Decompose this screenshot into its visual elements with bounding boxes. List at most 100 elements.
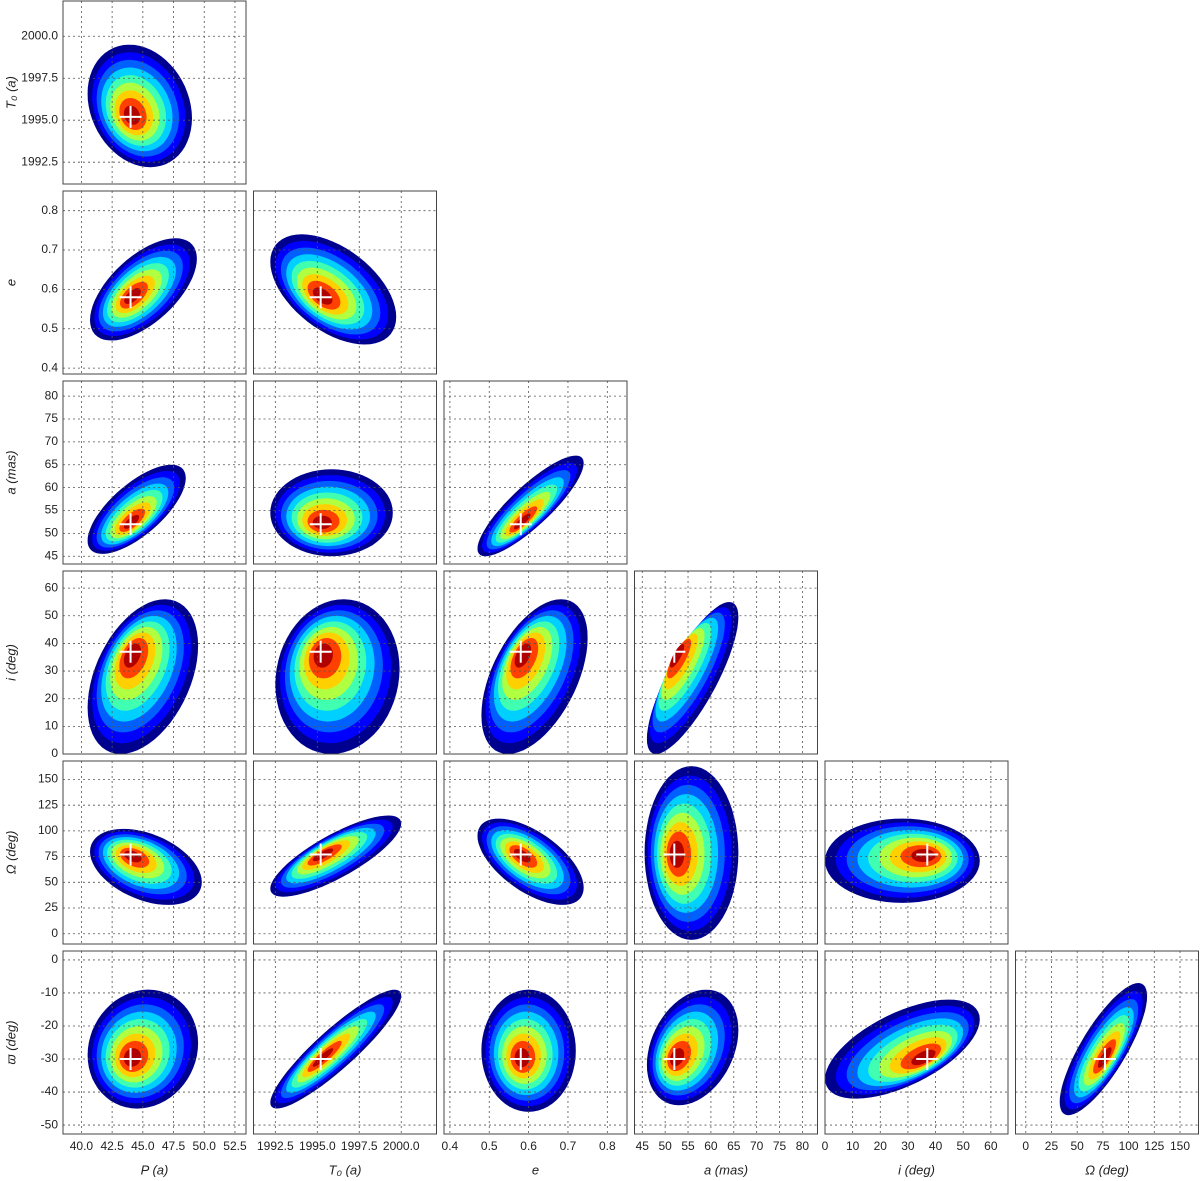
x-tick-label: 100 — [1119, 1139, 1139, 1153]
y-axis-label: ϖ (deg) — [3, 1020, 18, 1064]
y-tick-label: 30 — [45, 663, 59, 677]
x-tick-label: 25 — [1045, 1139, 1059, 1153]
panel — [634, 760, 818, 945]
panel — [443, 380, 628, 565]
panel — [634, 570, 818, 755]
x-tick-label: 50.0 — [193, 1139, 217, 1153]
y-tick-label: 0.7 — [41, 242, 58, 256]
y-tick-label: -10 — [41, 985, 59, 999]
x-tick-label: 60 — [984, 1139, 998, 1153]
y-tick-label: 75 — [45, 411, 59, 425]
panel — [62, 950, 247, 1135]
panel-border — [62, 0, 247, 185]
y-tick-label: -20 — [41, 1018, 59, 1032]
y-tick-label: 40 — [45, 636, 59, 650]
density-level — [514, 849, 531, 863]
x-axis-label: e — [532, 1162, 539, 1177]
panel-border — [824, 760, 1009, 945]
panel-border — [824, 950, 1009, 1135]
x-tick-label: 80 — [796, 1139, 810, 1153]
y-tick-label: 125 — [38, 797, 58, 811]
x-tick-label: 45.0 — [131, 1139, 155, 1153]
x-tick-label: 125 — [1144, 1139, 1164, 1153]
x-tick-label: 60 — [704, 1139, 718, 1153]
y-tick-label: 0 — [51, 952, 58, 966]
panel — [443, 760, 628, 945]
density-level — [514, 643, 532, 668]
x-tick-label: 50 — [1071, 1139, 1085, 1153]
x-tick-label: 45 — [636, 1139, 650, 1153]
y-tick-label: 60 — [45, 580, 59, 594]
x-tick-label: 70 — [750, 1139, 764, 1153]
x-tick-label: 1992.5 — [257, 1139, 294, 1153]
panel — [1015, 950, 1199, 1135]
panel — [443, 950, 628, 1135]
y-tick-label: 1997.5 — [21, 70, 58, 84]
panel-border — [1015, 950, 1199, 1135]
x-axis-label: i (deg) — [898, 1162, 935, 1177]
density-level — [123, 1048, 142, 1067]
x-tick-label: 2000.0 — [383, 1139, 420, 1153]
y-tick-label: 10 — [45, 719, 59, 733]
y-tick-label: 1995.0 — [21, 112, 58, 126]
x-tick-label: 50 — [957, 1139, 971, 1153]
x-tick-label: 50 — [658, 1139, 672, 1153]
panel-border — [253, 190, 437, 375]
x-axis-label: Ω (deg) — [1085, 1162, 1129, 1177]
panel — [824, 760, 1009, 945]
panel-border — [443, 760, 628, 945]
x-tick-label: 0.7 — [560, 1139, 577, 1153]
y-axis-label: Ω (deg) — [3, 831, 18, 875]
panel-border — [62, 190, 247, 375]
density-level — [312, 1048, 334, 1067]
y-tick-label: 50 — [45, 526, 59, 540]
y-axis-label: T₀ (a) — [3, 76, 18, 109]
y-tick-label: 50 — [45, 874, 59, 888]
panel-border — [253, 380, 437, 565]
panel — [253, 190, 437, 375]
panel — [253, 950, 437, 1135]
panel — [62, 760, 247, 945]
panel — [253, 760, 437, 945]
panel — [824, 950, 1009, 1135]
x-tick-label: 47.5 — [162, 1139, 186, 1153]
y-tick-label: 0.5 — [41, 321, 58, 335]
x-tick-label: 20 — [874, 1139, 888, 1153]
panel — [62, 0, 247, 185]
panel-border — [443, 570, 628, 755]
panel-border — [62, 380, 247, 565]
density-level — [911, 1049, 936, 1066]
panel — [62, 570, 247, 755]
panel — [253, 570, 437, 755]
panel-border — [253, 950, 437, 1135]
y-tick-label: 150 — [38, 772, 58, 786]
y-axis-label: e — [3, 279, 18, 286]
x-tick-label: 0.8 — [599, 1139, 616, 1153]
density-level — [312, 287, 333, 305]
panel — [443, 570, 628, 755]
x-tick-label: 10 — [846, 1139, 860, 1153]
x-tick-label: 0.5 — [481, 1139, 498, 1153]
y-tick-label: -30 — [41, 1051, 59, 1065]
panel-border — [62, 760, 247, 945]
y-tick-label: 55 — [45, 503, 59, 517]
y-tick-label: 80 — [45, 388, 59, 402]
x-tick-label: 30 — [901, 1139, 915, 1153]
x-tick-label: 150 — [1170, 1139, 1190, 1153]
density-level — [313, 643, 333, 668]
x-tick-label: 40.0 — [70, 1139, 94, 1153]
panel — [634, 950, 818, 1135]
y-tick-label: 0.8 — [41, 203, 58, 217]
y-axis-label: i (deg) — [3, 644, 18, 681]
y-tick-label: 0.6 — [41, 282, 58, 296]
panel-border — [443, 380, 628, 565]
y-tick-label: 1992.5 — [21, 154, 58, 168]
y-tick-label: 75 — [45, 849, 59, 863]
y-axis-label: a (mas) — [3, 450, 18, 494]
panel-border — [634, 950, 818, 1135]
x-tick-label: 52.5 — [223, 1139, 247, 1153]
y-tick-label: 0 — [51, 746, 58, 760]
y-tick-label: 20 — [45, 691, 59, 705]
